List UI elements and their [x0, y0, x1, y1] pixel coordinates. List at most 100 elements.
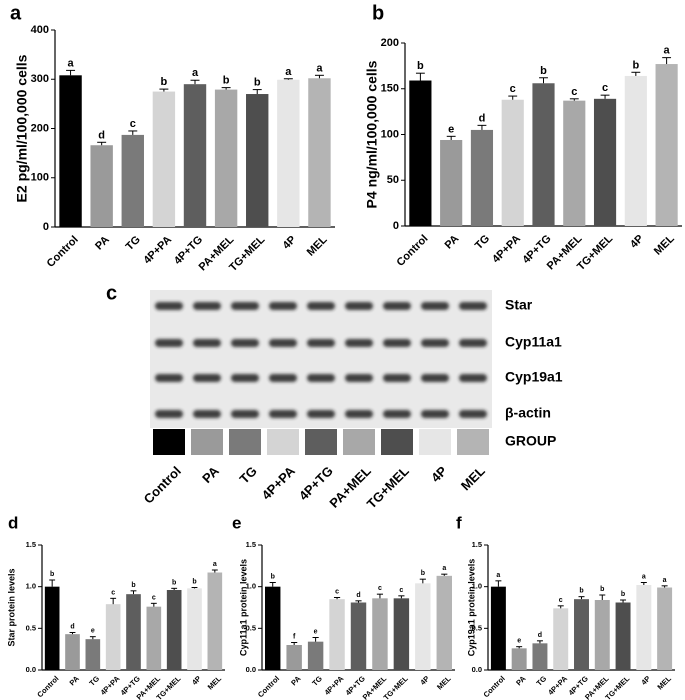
significance-letter: c [111, 589, 115, 596]
panel-label: f [456, 513, 462, 532]
bar [126, 594, 141, 670]
group-box [191, 429, 223, 455]
x-tick-label: MEL [652, 233, 677, 258]
blot-band [155, 302, 183, 310]
y-tick-label: 200 [381, 37, 399, 49]
bar [277, 79, 300, 228]
blot-band [193, 410, 221, 418]
blot-band [231, 339, 259, 347]
y-tick-label: 50 [387, 174, 399, 186]
bar [308, 78, 331, 227]
blot-column-label: Control [141, 463, 184, 506]
bar [307, 641, 324, 670]
y-tick-label: 0.0 [246, 665, 256, 674]
group-box [457, 429, 489, 455]
blot-band [383, 339, 411, 347]
significance-letter: b [579, 588, 583, 595]
blot-band [231, 410, 259, 418]
y-tick-label: 400 [31, 24, 49, 36]
significance-letter: c [559, 597, 563, 604]
blot-band [193, 339, 221, 347]
blot-band [307, 374, 335, 382]
bar [615, 602, 631, 670]
bar [511, 648, 527, 670]
y-tick-label: 300 [31, 73, 49, 85]
y-axis-label: E2 pg/ml/100,000 cells [13, 54, 29, 202]
x-tick-label: MEL [655, 674, 673, 692]
blot-band [307, 410, 335, 418]
group-box [267, 429, 299, 455]
bar [214, 89, 238, 227]
significance-letter: b [254, 77, 261, 89]
x-tick-label: 4P+PA [322, 674, 345, 697]
x-tick-label: 4P+PA [546, 674, 569, 697]
bar [409, 80, 432, 226]
y-tick-label: 0.0 [26, 665, 36, 674]
significance-letter: e [448, 123, 454, 135]
y-tick-label: 0.0 [472, 665, 482, 674]
blot-band [155, 339, 183, 347]
group-box [419, 429, 451, 455]
blot-band [269, 302, 297, 310]
significance-letter: d [479, 112, 486, 124]
blot-band [155, 374, 183, 382]
significance-letter: c [399, 587, 403, 594]
significance-letter: a [442, 565, 446, 572]
significance-letter: b [161, 76, 168, 88]
panel-label: c [106, 282, 117, 304]
y-tick-label: 0.5 [26, 623, 36, 632]
significance-letter: f [293, 634, 296, 641]
bar [146, 606, 162, 670]
y-tick-label: 150 [381, 83, 399, 95]
significance-letter: c [130, 118, 136, 130]
x-tick-label: TG [473, 233, 492, 252]
bar [532, 83, 555, 226]
blot-row-label: Cyp19a1 [505, 369, 563, 385]
x-tick-label: MEL [305, 234, 330, 259]
significance-letter: d [70, 624, 74, 631]
significance-letter: b [172, 579, 176, 586]
bar [246, 94, 269, 228]
blot-band [269, 339, 297, 347]
significance-letter: a [285, 66, 292, 78]
x-tick-label: MEL [206, 674, 224, 692]
blot-band [459, 410, 487, 418]
bar [207, 572, 223, 670]
bar [44, 586, 60, 670]
bar [532, 643, 548, 670]
x-tick-label: 4P+PA [141, 234, 174, 267]
bar [440, 139, 463, 226]
blot-band [345, 374, 373, 382]
bar [329, 599, 345, 670]
y-axis-label: Cyp11a1 protein levels [238, 559, 248, 656]
y-axis-label: Star protein levels [6, 568, 16, 646]
significance-letter: a [67, 57, 74, 69]
blot-band [383, 374, 411, 382]
blot-band [383, 410, 411, 418]
blot-column-label: 4P [428, 463, 450, 485]
x-tick-label: Control [45, 234, 81, 270]
significance-letter: b [600, 586, 604, 593]
significance-letter: b [50, 571, 54, 578]
significance-letter: e [91, 628, 95, 635]
y-tick-label: 0 [43, 221, 49, 233]
blot-column-label: TG [237, 463, 260, 486]
panel-label: d [8, 513, 18, 532]
x-tick-label: 4P [639, 674, 652, 687]
y-tick-label: 100 [381, 128, 399, 140]
bar [553, 608, 569, 670]
blot-band [231, 302, 259, 310]
x-tick-label: 4P [418, 674, 431, 687]
x-tick-label: Control [256, 674, 281, 699]
x-tick-label: TG [87, 674, 101, 688]
bar [183, 84, 207, 227]
bar [657, 587, 673, 670]
bar [563, 100, 586, 226]
x-tick-label: 4P+PA [490, 233, 523, 266]
significance-letter: b [192, 579, 196, 586]
y-tick-label: 1.0 [472, 582, 482, 591]
blot-band [421, 302, 449, 310]
blot-band [193, 374, 221, 382]
blot-band [193, 302, 221, 310]
